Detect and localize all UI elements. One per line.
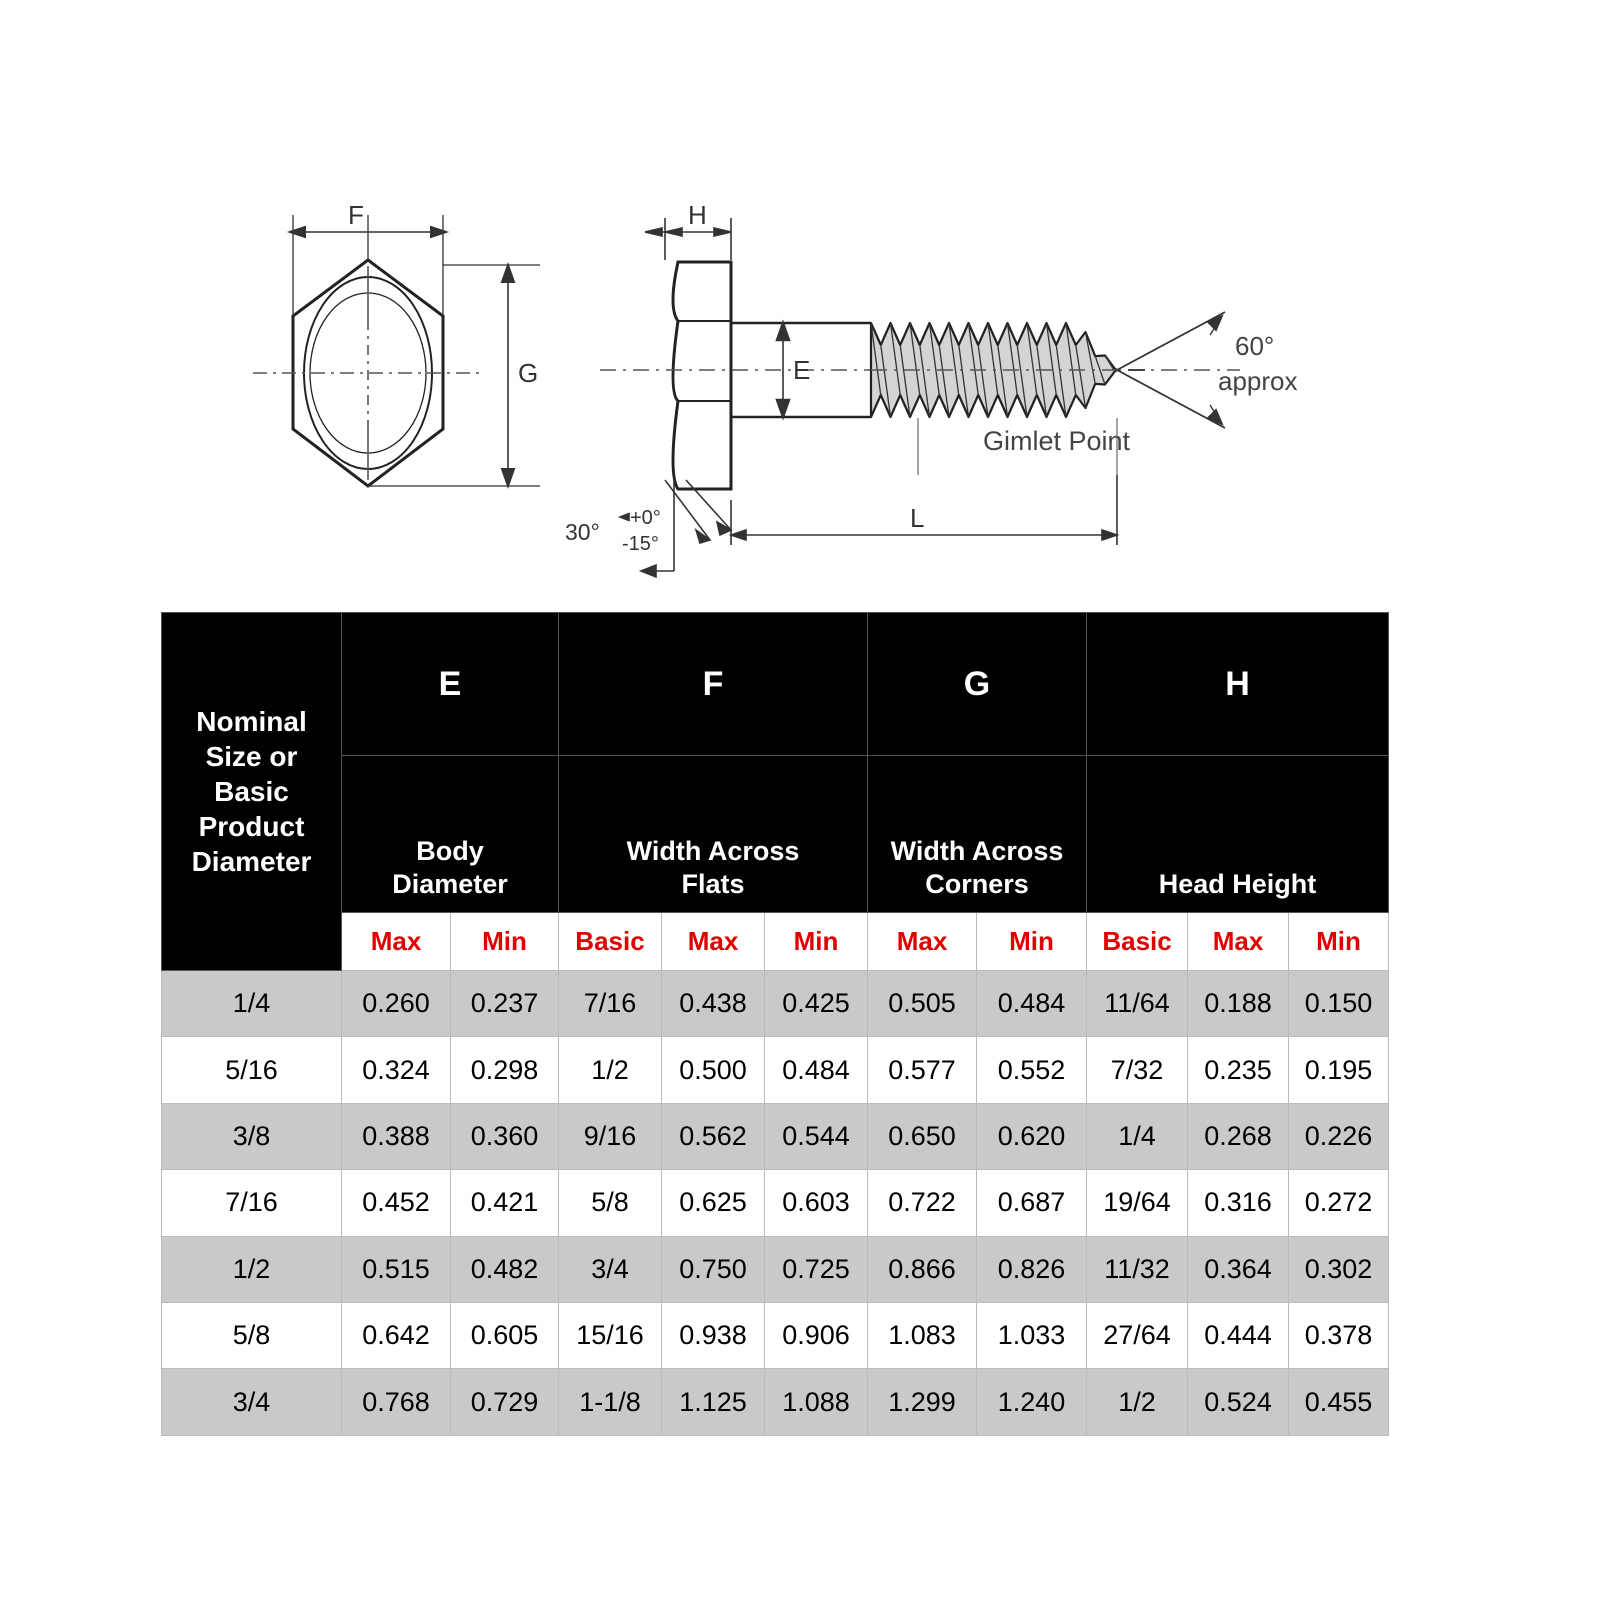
svg-text:approx: approx: [1218, 366, 1298, 396]
svg-text:Gimlet Point: Gimlet Point: [983, 426, 1131, 456]
svg-text:-15°: -15°: [622, 533, 659, 555]
svg-text:60°: 60°: [1235, 331, 1274, 361]
svg-text:30°: 30°: [565, 519, 600, 545]
svg-text:+0°: +0°: [630, 507, 661, 529]
svg-text:H: H: [688, 200, 707, 230]
svg-text:G: G: [518, 358, 538, 388]
svg-text:L: L: [910, 503, 924, 533]
svg-text:F: F: [348, 200, 364, 230]
svg-text:E: E: [793, 355, 810, 385]
